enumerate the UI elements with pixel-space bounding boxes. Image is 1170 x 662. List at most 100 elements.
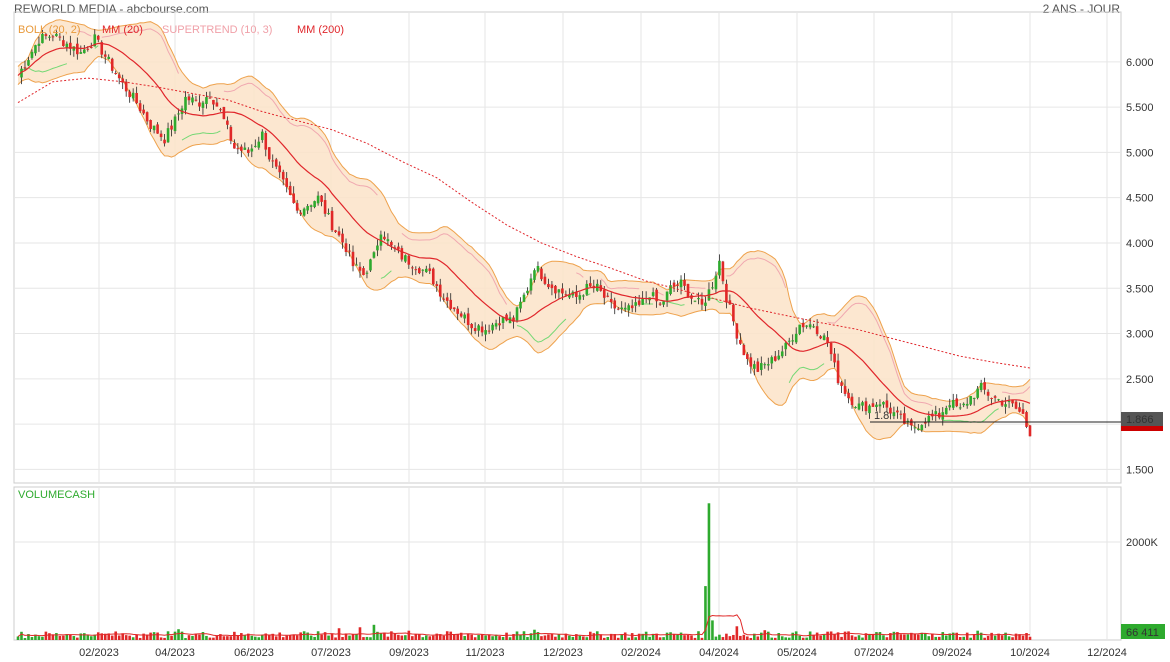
candle-body [972,397,976,399]
volume-bar [735,626,739,640]
candle-body [243,147,247,150]
candle-body [484,330,487,335]
volume-bar [725,633,728,640]
candle-body [86,48,90,50]
supertrend-segment [726,257,787,289]
volume-bar [456,634,459,640]
volume-bar [351,634,355,640]
candle-body [365,272,369,274]
volume-bar [341,636,344,640]
candle-body [205,97,208,104]
candle-body [924,422,927,424]
volume-bar [362,637,365,640]
volume-bar [746,636,749,640]
candle-body [519,301,522,309]
candle-body [540,268,543,280]
volume-bar [697,631,700,640]
supertrend-segment [181,130,221,141]
candle-body [655,289,658,302]
volume-bar [889,633,892,640]
volume-bar [965,632,969,640]
candle-body [554,285,557,294]
candle-body [41,33,44,44]
candle-body [79,52,83,54]
volume-bar [191,635,194,640]
volume-bar [501,637,505,640]
volume-bar [882,635,885,640]
volume-bar [459,632,463,640]
candle-body [794,333,798,343]
candle-body [404,255,407,262]
volume-bar [592,633,596,640]
volume-bar [414,634,418,640]
volume-bar [316,631,320,640]
volume-bar [732,634,735,640]
volume-bar [512,634,515,640]
supertrend-segment [401,233,508,305]
volume-bar [878,632,882,640]
candle-body [979,382,983,391]
candle-body [271,160,275,162]
volume-bar [100,633,104,640]
volume-bar [543,635,547,640]
volume-bar [536,632,540,640]
candle-body [438,284,442,297]
candle-body [1014,401,1018,409]
candle-body [843,386,847,394]
volume-bar [243,635,247,640]
candle-body [65,43,69,49]
volume-bar [508,637,512,640]
volume-bar [777,633,781,640]
volume-bar [1000,635,1004,640]
volume-bar [578,635,582,640]
volume-bar [721,637,725,640]
candle-body [819,336,822,339]
volume-bar [156,632,159,640]
candle-body [606,295,610,297]
volume-bar [505,632,508,640]
volume-bar [76,637,79,640]
candle-body [714,275,718,290]
candle-body [899,413,903,415]
volume-bar [271,633,275,640]
candle-body [686,283,690,298]
volume-bar [602,637,606,640]
candle-body [250,148,254,152]
candle-body [452,307,456,310]
volume-bar [477,635,480,640]
price-panel-frame [13,11,1122,484]
candle-body [463,314,466,319]
candle-body [470,324,473,329]
candle-body [487,330,491,332]
volume-bar [637,633,641,640]
volume-bar [219,634,222,640]
supertrend-segment [1002,386,1031,395]
candle-body [48,36,51,38]
volume-bar [299,632,302,640]
volume-bar [187,635,191,640]
candle-body [285,178,289,187]
candle-body [494,323,498,327]
volume-bar [864,633,868,640]
volume-bar [759,632,763,640]
candle-body [868,405,871,414]
candle-body [372,252,376,258]
candle-body [267,147,271,160]
legend-ma20: MM (20) [102,24,143,36]
volume-bar [23,638,27,640]
candle-body [400,248,404,260]
volume-bar [861,637,864,640]
candle-body [739,339,742,344]
volume-bar [714,636,718,640]
volume-bar [595,631,599,640]
volume-bar [819,635,822,640]
candle-body [62,40,65,47]
bollinger-lower [17,55,1031,441]
candle-body [585,283,589,295]
candle-body [550,284,554,289]
volume-bar [885,637,889,640]
candle-body [969,396,972,405]
candle-body [749,357,753,367]
volume-bar [226,636,229,640]
y-tick-label: 5.500 [1126,102,1154,114]
